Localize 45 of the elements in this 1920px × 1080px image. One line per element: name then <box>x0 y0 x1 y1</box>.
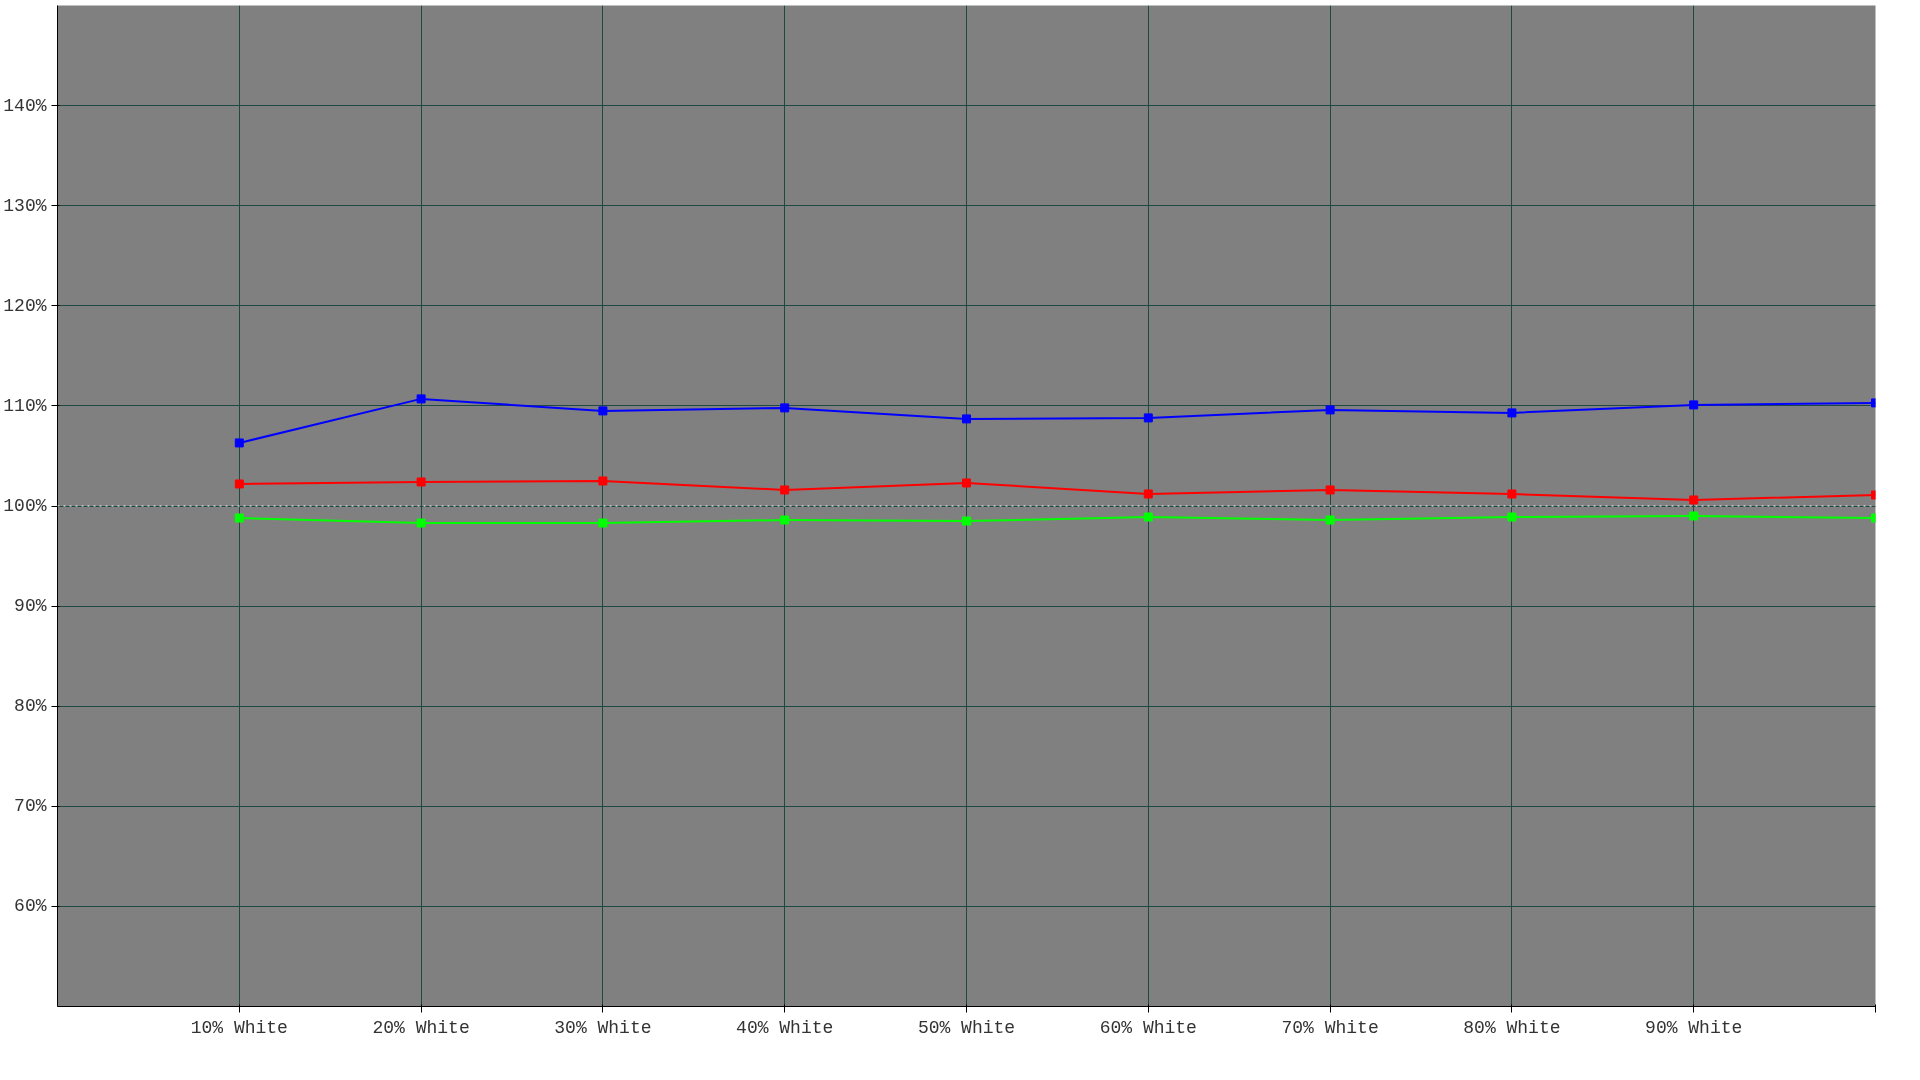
point <box>1507 408 1517 418</box>
y-tick-label: 140% <box>3 95 47 116</box>
point <box>1143 512 1153 522</box>
point <box>1689 495 1699 505</box>
point <box>1689 511 1699 521</box>
point <box>234 513 244 523</box>
x-tick-label: 20% White <box>372 1017 470 1038</box>
y-tick-label: 120% <box>3 295 47 316</box>
point <box>780 403 790 413</box>
y-tick-label: 100% <box>3 496 47 516</box>
point <box>962 414 971 424</box>
x-tick-label: 10% White <box>190 1017 288 1038</box>
point <box>1325 485 1335 495</box>
point <box>598 476 608 486</box>
point <box>234 479 244 489</box>
point <box>1689 400 1699 410</box>
y-tick-label: 80% <box>14 696 47 717</box>
point <box>1507 512 1517 522</box>
y-tick-label: 110% <box>3 395 47 416</box>
point <box>1325 515 1335 525</box>
point <box>416 518 426 528</box>
point <box>416 394 426 404</box>
y-tick-label: 130% <box>3 195 47 216</box>
point <box>780 515 790 525</box>
point <box>416 477 426 487</box>
point <box>1507 489 1517 499</box>
point <box>780 485 790 495</box>
x-tick-label: 30% White <box>554 1017 652 1038</box>
point <box>1325 405 1335 415</box>
point <box>234 438 244 448</box>
x-tick-label: 90% White <box>1645 1017 1743 1038</box>
x-tick-label: 60% White <box>1099 1017 1197 1038</box>
point <box>1143 413 1153 423</box>
y-tick-label: 70% <box>14 796 47 817</box>
point <box>962 478 971 488</box>
point <box>1143 489 1153 499</box>
point <box>598 406 608 416</box>
x-tick-label: 50% White <box>917 1017 1016 1038</box>
x-tick-label: 40% White <box>736 1017 834 1038</box>
point <box>598 518 608 528</box>
point <box>962 516 971 526</box>
x-tick-label: 80% White <box>1463 1017 1561 1038</box>
x-tick-label: 70% White <box>1281 1017 1379 1038</box>
y-tick-label: 60% <box>14 896 47 917</box>
y-tick-label: 90% <box>14 596 47 617</box>
